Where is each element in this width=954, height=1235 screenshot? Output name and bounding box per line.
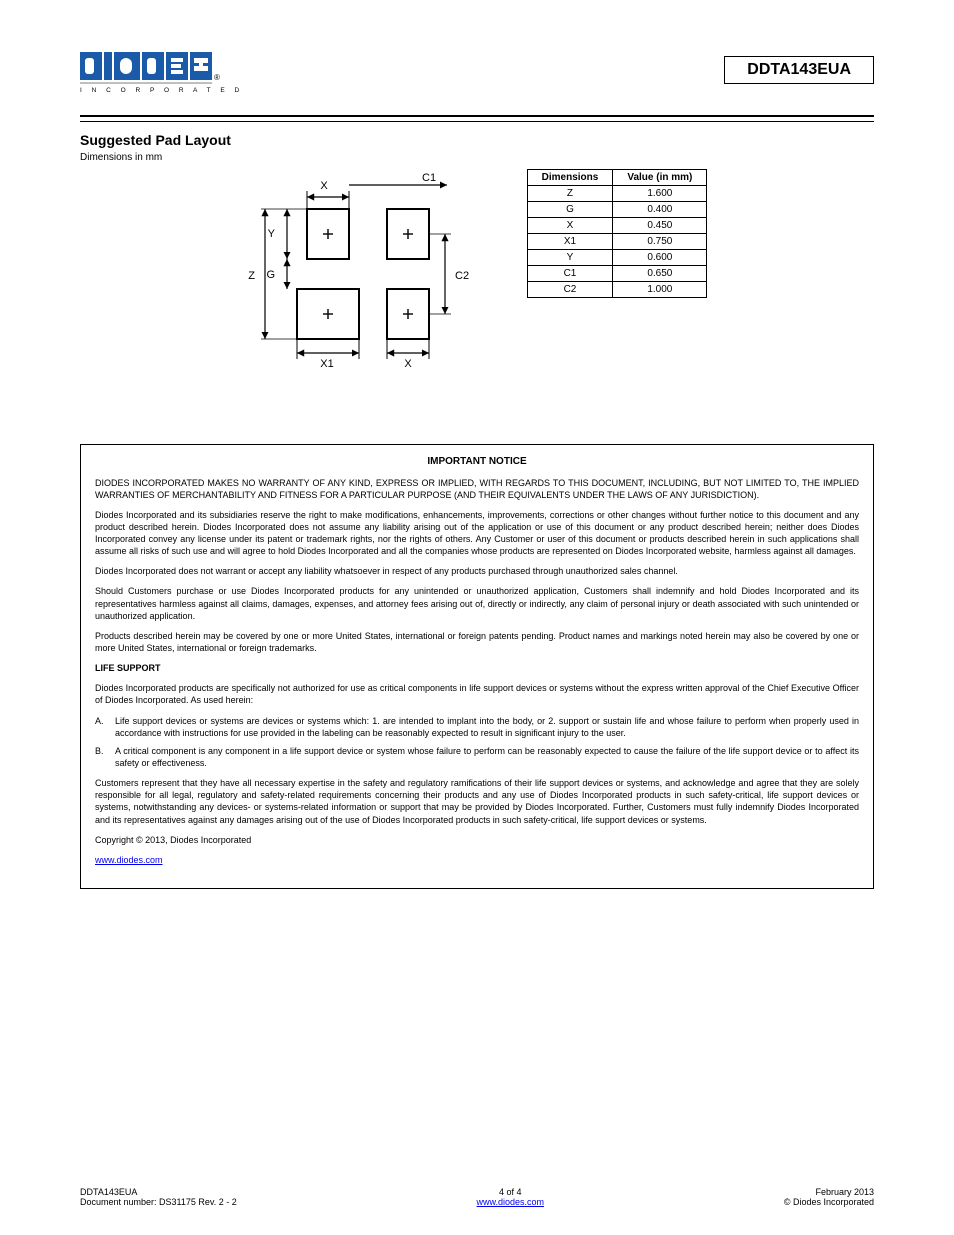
table-row: X10.750 [527, 234, 707, 250]
pad-layout-diagram: X C1 Y G Z C2 [247, 169, 487, 374]
page-footer: DDTA143EUA Document number: DS31175 Rev.… [80, 1187, 874, 1207]
footer-date: February 2013 [784, 1187, 874, 1197]
dim-label-z: Z [248, 270, 255, 282]
notice-paragraph: Diodes Incorporated does not warrant or … [95, 565, 859, 577]
footer-copyright: © Diodes Incorporated [784, 1197, 874, 1207]
dim-label-c1: C1 [422, 172, 436, 184]
notice-paragraph: Should Customers purchase or use Diodes … [95, 585, 859, 621]
dim-label-x: X [320, 180, 328, 192]
life-support-title: LIFE SUPPORT [95, 662, 859, 674]
table-row: X0.450 [527, 218, 707, 234]
important-notice-box: IMPORTANT NOTICE DIODES INCORPORATED MAK… [80, 444, 874, 889]
table-row: G0.400 [527, 202, 707, 218]
table-header-row: Dimensions Value (in mm) [527, 170, 707, 186]
table-row: C21.000 [527, 282, 707, 298]
notice-title: IMPORTANT NOTICE [95, 455, 859, 469]
footer-docnum: Document number: DS31175 Rev. 2 - 2 [80, 1197, 237, 1207]
table-row: Y0.600 [527, 250, 707, 266]
divider-thin [80, 121, 874, 122]
section-title: Suggested Pad Layout [80, 132, 874, 148]
list-item-text: Life support devices or systems are devi… [115, 715, 859, 739]
notice-paragraph: DIODES INCORPORATED MAKES NO WARRANTY OF… [95, 477, 859, 501]
life-support-paragraph: Diodes Incorporated products are specifi… [95, 682, 859, 706]
copyright-line: Copyright © 2013, Diodes Incorporated [95, 834, 859, 846]
list-label: B. [95, 745, 109, 769]
notice-paragraph: Diodes Incorporated and its subsidiaries… [95, 509, 859, 558]
part-number: DDTA143EUA [747, 61, 851, 78]
dim-label-x1: X1 [320, 358, 333, 369]
footer-pagenum: 4 of 4 [477, 1187, 545, 1197]
svg-text:®: ® [214, 73, 220, 82]
notice-url: www.diodes.com [95, 854, 859, 866]
part-number-box: DDTA143EUA [724, 56, 874, 84]
divider-thick [80, 115, 874, 117]
footer-link[interactable]: www.diodes.com [477, 1197, 545, 1207]
list-item-text: A critical component is any component in… [115, 745, 859, 769]
table-header-val: Value (in mm) [613, 170, 707, 186]
notice-paragraph: Customers represent that they have all n… [95, 777, 859, 826]
list-label: A. [95, 715, 109, 739]
table-row: Z1.600 [527, 186, 707, 202]
diodes-link[interactable]: www.diodes.com [95, 855, 163, 865]
table-row: C10.650 [527, 266, 707, 282]
dim-label-y: Y [267, 228, 275, 240]
footer-part: DDTA143EUA [80, 1187, 237, 1197]
dim-label-x-bottom: X [404, 358, 412, 369]
notice-paragraph: Products described herein may be covered… [95, 630, 859, 654]
company-logo: ® I N C O R P O R A T E D [80, 50, 250, 103]
dim-label-c2: C2 [455, 270, 469, 282]
dim-label-g: G [266, 269, 275, 281]
dimension-table: Dimensions Value (in mm) Z1.600 G0.400 X… [527, 169, 708, 298]
svg-text:I N C O R P O R A T E D: I N C O R P O R A T E D [80, 87, 243, 94]
unit-note: Dimensions in mm [80, 152, 874, 163]
table-header-dim: Dimensions [527, 170, 613, 186]
